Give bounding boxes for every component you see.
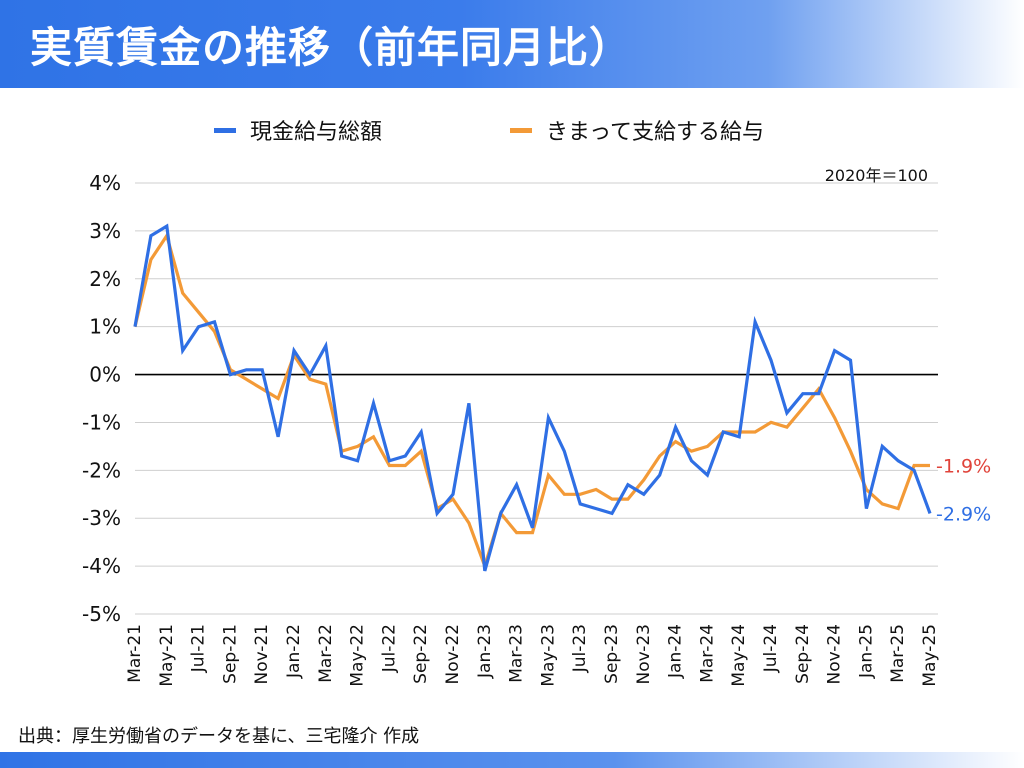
y-tick-label: -3% xyxy=(82,506,121,530)
legend-item-fixed: きまって支給する給与 xyxy=(510,112,764,148)
x-tick-label: Nov-21 xyxy=(252,624,272,685)
x-tick-label: Mar-24 xyxy=(697,624,717,683)
x-tick-label: Nov-23 xyxy=(634,624,654,685)
x-tick-label: Jan-22 xyxy=(284,624,304,679)
legend-label-total: 現金給与総額 xyxy=(250,120,383,145)
x-tick-label: Jul-24 xyxy=(761,624,781,673)
source-note: 出典：厚生労働省のデータを基に、三宅隆介 作成 xyxy=(18,726,420,747)
x-tick-label: Sep-24 xyxy=(793,624,813,684)
x-tick-label: Jul-23 xyxy=(570,624,590,673)
y-tick-label: -2% xyxy=(82,458,121,482)
x-tick-label: May-25 xyxy=(920,624,940,687)
y-tick-label: 2% xyxy=(89,267,121,291)
x-tick-label: Mar-23 xyxy=(507,624,527,683)
x-tick-label: Nov-24 xyxy=(825,624,845,685)
y-tick-label: -4% xyxy=(82,554,121,578)
y-tick-label: 1% xyxy=(89,315,121,339)
series-line-total xyxy=(133,223,932,572)
end-label-total: -2.9% xyxy=(936,503,991,525)
y-tick-label: 4% xyxy=(89,171,121,195)
grid-lines xyxy=(135,182,938,615)
x-tick-label: Nov-22 xyxy=(443,624,463,685)
legend-label-fixed: きまって支給する給与 xyxy=(546,120,765,145)
y-tick-label: -5% xyxy=(82,602,121,626)
x-tick-label: Sep-21 xyxy=(220,624,240,684)
x-tick-label: May-24 xyxy=(729,624,749,687)
legend-swatch-fixed xyxy=(510,127,532,133)
x-tick-label: Jan-24 xyxy=(666,624,686,679)
y-axis-ticks: 4% 3% 2% 1% 0% -1% -2% -3% -4% -5% xyxy=(82,171,121,626)
x-tick-label: Sep-22 xyxy=(411,624,431,684)
x-tick-label: Sep-23 xyxy=(602,624,622,684)
x-tick-label: Mar-25 xyxy=(888,624,908,683)
x-tick-label: Jul-21 xyxy=(189,624,209,673)
wage-line-chart: 4% 3% 2% 1% 0% -1% -2% -3% -4% -5% Mar-21 May-21 Ju… xyxy=(82,171,991,687)
y-tick-label: 0% xyxy=(89,363,121,387)
basis-note: 2020年＝100 xyxy=(824,166,928,185)
y-tick-label: -1% xyxy=(82,410,121,434)
x-tick-label: May-21 xyxy=(157,624,177,687)
end-labels: -1.9% -2.9% xyxy=(936,456,991,526)
legend-item-total: 現金給与総額 xyxy=(214,112,382,148)
end-label-fixed: -1.9% xyxy=(936,456,991,478)
x-tick-label: May-22 xyxy=(348,624,368,687)
series-lines xyxy=(133,223,932,572)
chart-legend: 現金給与総額 きまって支給する給与 xyxy=(0,112,1024,148)
footer-bar xyxy=(0,752,1024,768)
x-tick-label: Jan-25 xyxy=(856,624,876,679)
x-tick-label: Mar-21 xyxy=(125,624,145,683)
legend-swatch-total xyxy=(214,127,236,133)
x-tick-label: Mar-22 xyxy=(316,624,336,683)
series-line-fixed xyxy=(133,231,930,572)
x-axis-ticks: Mar-21 May-21 Jul-21 Sep-21 Nov-21 Jan-22 Mar-… xyxy=(125,624,940,687)
x-tick-label: Jan-23 xyxy=(475,624,495,679)
page-title: 実質賃金の推移（前年同月比） xyxy=(30,23,633,72)
x-tick-label: Jul-22 xyxy=(379,624,399,673)
title-banner: 実質賃金の推移（前年同月比） xyxy=(0,0,1024,88)
x-tick-label: May-23 xyxy=(538,624,558,687)
y-tick-label: 3% xyxy=(89,219,121,243)
